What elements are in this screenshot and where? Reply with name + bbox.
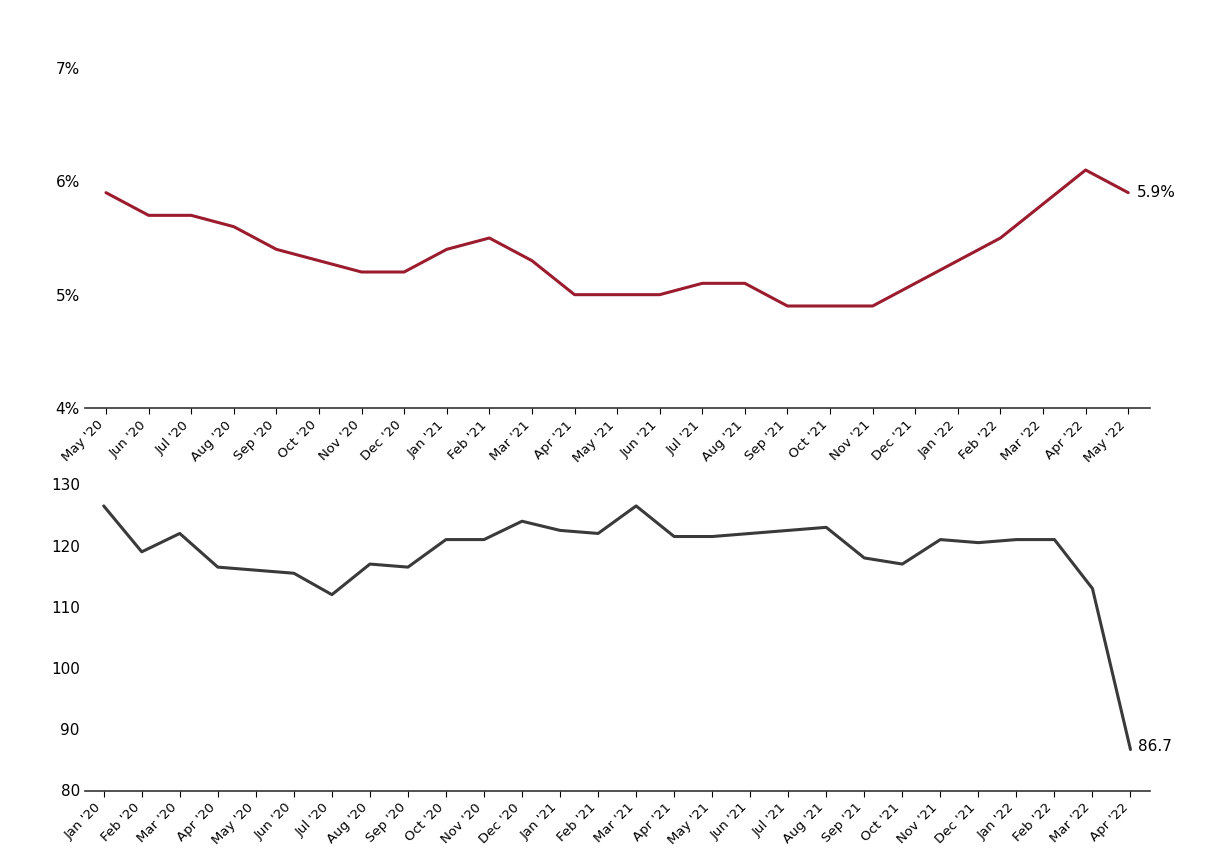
Legend: Unemployment rate: Unemployment rate bbox=[509, 516, 725, 543]
Text: 86.7: 86.7 bbox=[1139, 739, 1172, 754]
Text: 5.9%: 5.9% bbox=[1136, 185, 1176, 200]
